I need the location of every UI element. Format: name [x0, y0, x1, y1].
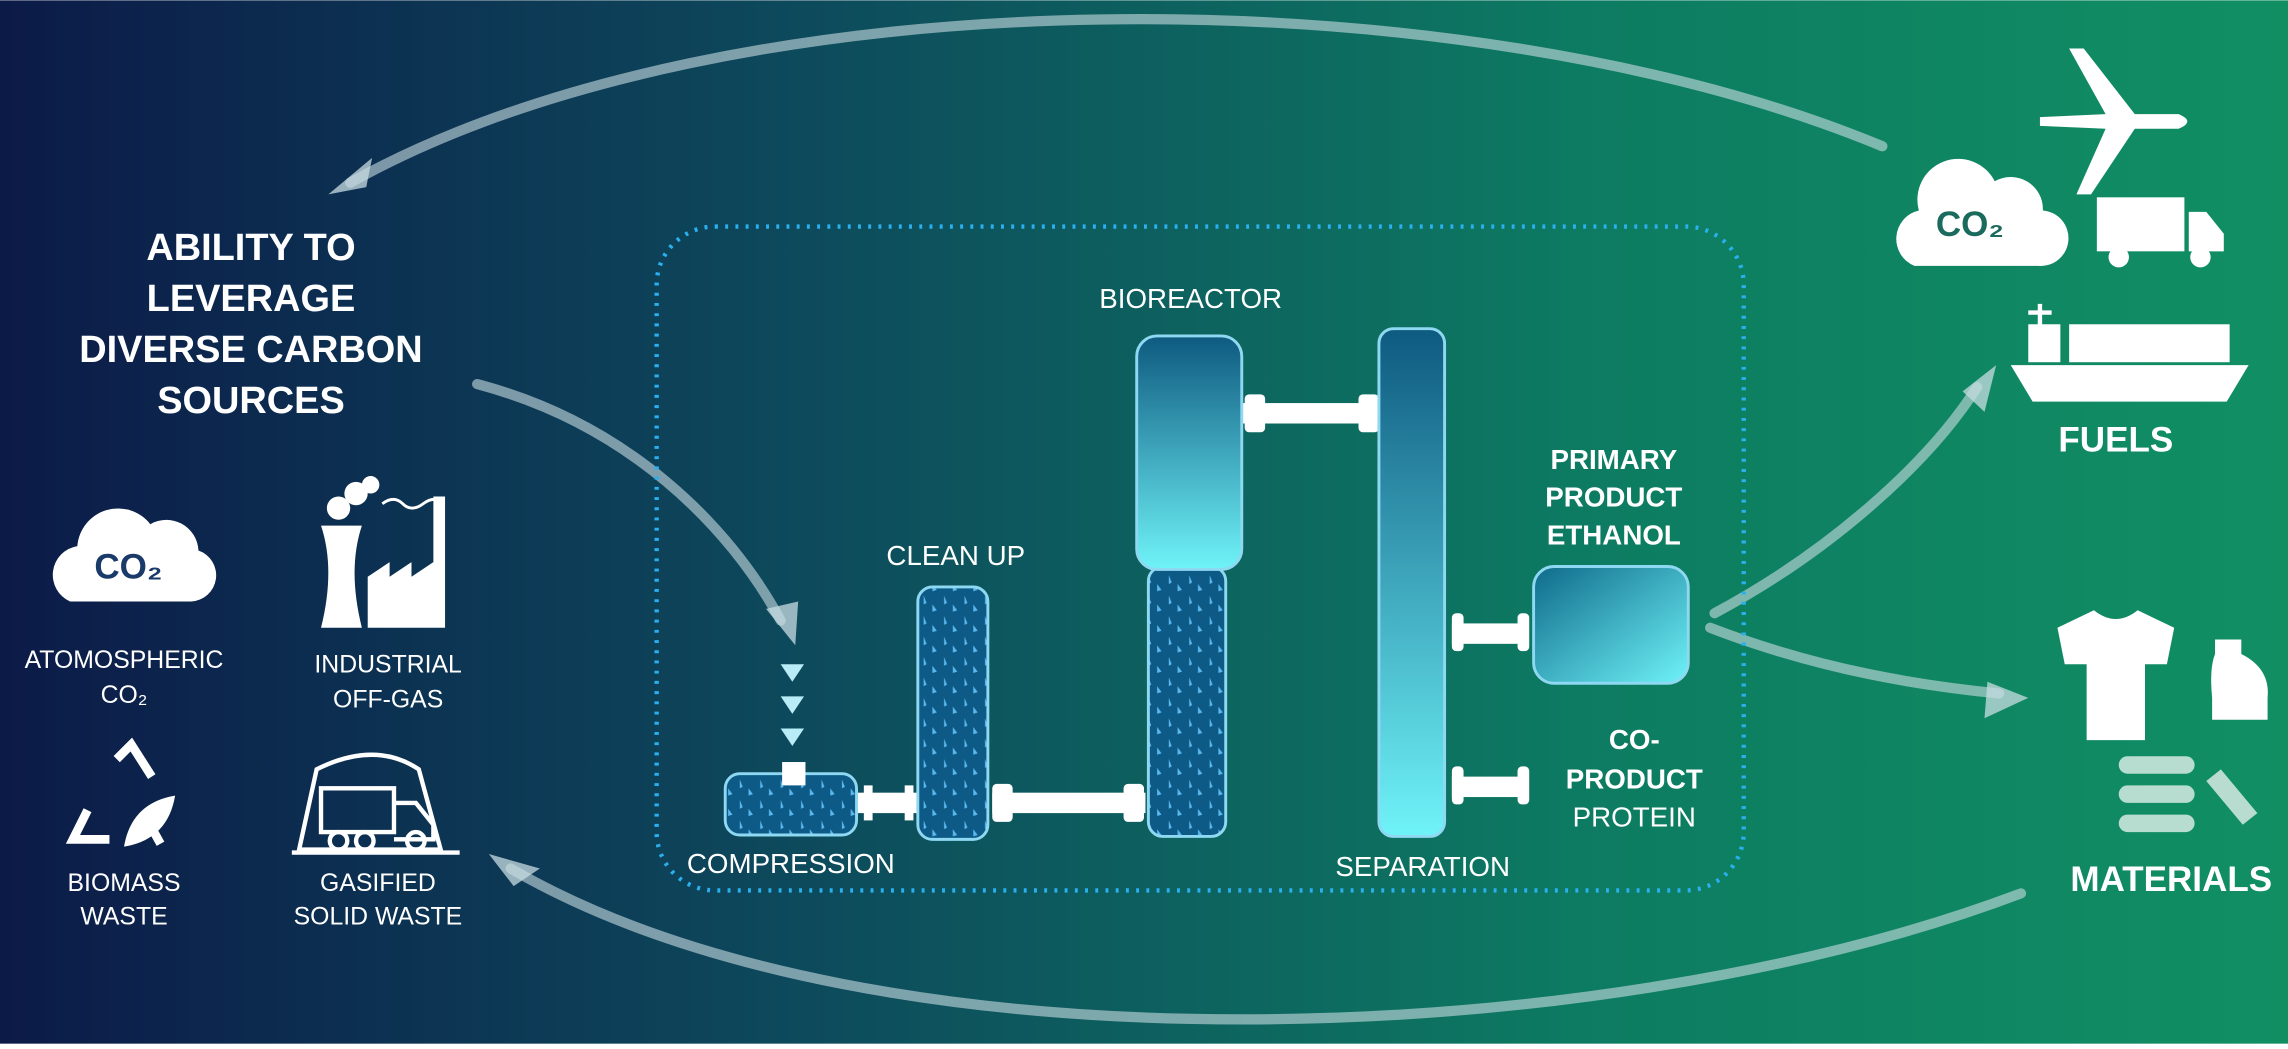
- arrowhead: [488, 853, 540, 887]
- cloud-icon: CO₂: [52, 508, 217, 602]
- plane-icon: [2039, 48, 2188, 195]
- source-label: BIOMASS: [68, 870, 181, 897]
- process-label: SEPARATION: [1335, 851, 1510, 882]
- process-label: COMPRESSION: [687, 848, 895, 879]
- fuels-label: FUELS: [2058, 421, 2173, 460]
- product-label: CO-: [1609, 724, 1660, 755]
- arrow-loop-bottom: [505, 863, 2027, 1025]
- product-label: PRODUCT: [1566, 763, 1703, 794]
- separation-column: [1377, 327, 1447, 838]
- bottle-icon: [2211, 639, 2268, 720]
- arrowhead: [1962, 365, 1997, 412]
- truck-icon: [2096, 197, 2224, 268]
- source-label: SOLID WASTE: [294, 904, 463, 931]
- icon-label: CO₂: [94, 548, 162, 587]
- arrowhead: [1984, 681, 2029, 719]
- ship-icon: [2010, 303, 2249, 402]
- materials-label: MATERIALS: [2070, 860, 2272, 899]
- ethanol-tank: [1532, 565, 1690, 685]
- sources-title: ABILITY TO LEVERAGE DIVERSE CARBON SOURC…: [79, 227, 422, 422]
- fuels-cloud-icon: CO₂: [1896, 158, 2069, 266]
- pipes: [856, 394, 1530, 822]
- source-label: GASIFIED: [320, 870, 436, 897]
- clean-up-column: [916, 585, 990, 841]
- truck-icon: [291, 752, 460, 855]
- process-label: CLEAN UP: [886, 540, 1025, 571]
- title-line: ABILITY TO: [146, 227, 355, 269]
- source-labels: ATOMOSPHERIC CO₂ INDUSTRIAL OFF-GAS BIOM…: [25, 647, 463, 931]
- arrow-loop-top: [345, 14, 1888, 188]
- process-label: BIOREACTOR: [1099, 283, 1282, 314]
- valve: [782, 762, 806, 786]
- product-label: PRIMARY: [1550, 444, 1677, 475]
- bioreactor-lower: [1146, 565, 1228, 838]
- arrow-materials: [1705, 622, 2005, 699]
- source-label: CO₂: [101, 682, 148, 709]
- source-label: OFF-GAS: [333, 686, 443, 713]
- arrowhead: [766, 601, 799, 646]
- product-label: PROTEIN: [1573, 801, 1696, 832]
- feed-triangles: [780, 664, 805, 746]
- product-label: PRODUCT: [1545, 482, 1682, 513]
- source-label: WASTE: [80, 904, 167, 931]
- title-line: SOURCES: [157, 380, 345, 422]
- shirt-icon: [2057, 610, 2175, 741]
- bars-icon: [2118, 756, 2258, 833]
- bioreactor-upper: [1135, 334, 1244, 571]
- recycle-icon: [65, 737, 176, 847]
- process-labels: COMPRESSION CLEAN UP BIOREACTOR SEPARATI…: [687, 283, 1703, 882]
- source-label: INDUSTRIAL: [314, 651, 461, 678]
- process-boundary: [654, 224, 1746, 893]
- source-label: ATOMOSPHERIC: [25, 647, 224, 674]
- title-line: LEVERAGE: [147, 278, 356, 320]
- icon-label: CO₂: [1936, 205, 2004, 244]
- arrow-fuels: [1709, 381, 1983, 619]
- title-line: DIVERSE CARBON: [79, 329, 422, 371]
- product-label: ETHANOL: [1547, 520, 1681, 551]
- factory-icon: [321, 476, 446, 628]
- arrow-feed: [472, 379, 786, 626]
